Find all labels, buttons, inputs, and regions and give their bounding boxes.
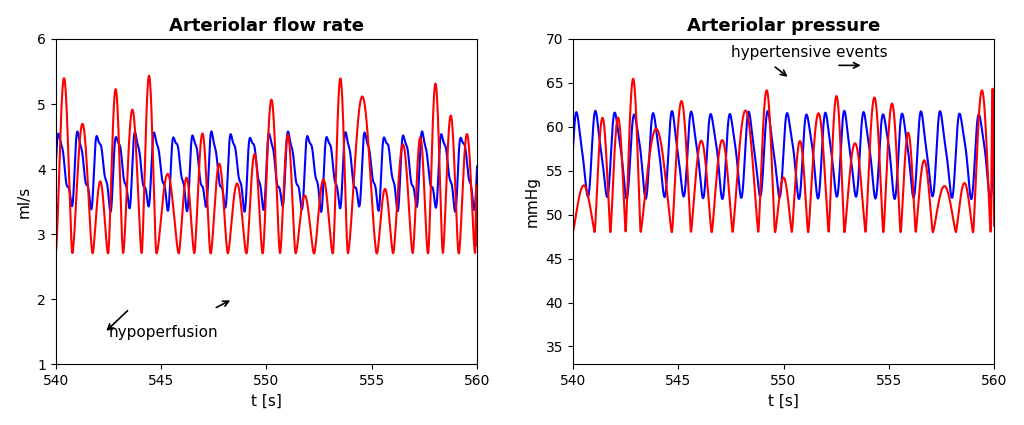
- Text: hypertensive events: hypertensive events: [731, 45, 888, 60]
- X-axis label: t [s]: t [s]: [768, 393, 799, 408]
- Y-axis label: mmHg: mmHg: [525, 176, 540, 227]
- X-axis label: t [s]: t [s]: [251, 393, 282, 408]
- Text: hypoperfusion: hypoperfusion: [109, 325, 218, 340]
- Y-axis label: ml/s: ml/s: [16, 185, 32, 218]
- Title: Arteriolar flow rate: Arteriolar flow rate: [169, 17, 364, 35]
- Title: Arteriolar pressure: Arteriolar pressure: [687, 17, 881, 35]
